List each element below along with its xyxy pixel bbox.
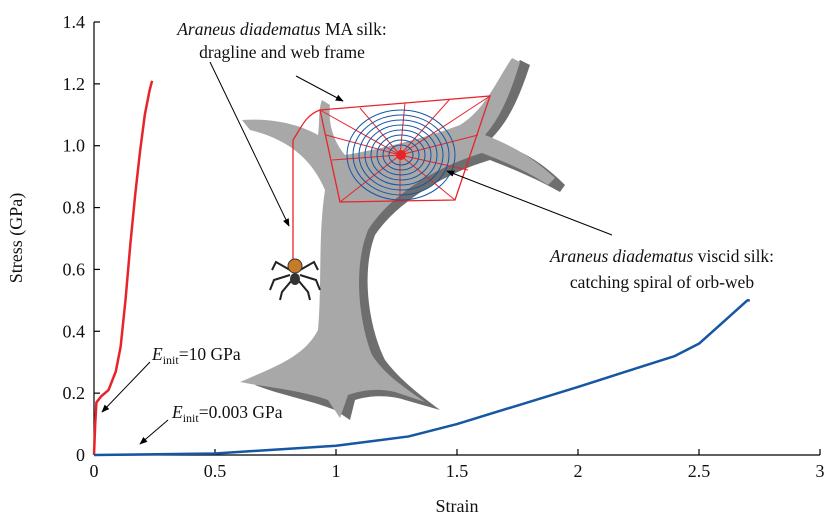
annotation-subscript: init xyxy=(183,411,200,425)
x-tick-label: 0.5 xyxy=(204,461,227,481)
spider xyxy=(270,259,320,300)
annotation-symbol: E xyxy=(151,344,163,364)
annotation-symbol: E xyxy=(171,402,183,422)
annotation: Einit=0.003 GPa xyxy=(171,402,283,425)
annotation: catching spiral of orb-web xyxy=(570,272,754,292)
x-tick-label: 1 xyxy=(332,461,341,481)
y-tick-label: 0.6 xyxy=(63,259,86,279)
y-tick-label: 0.2 xyxy=(63,383,86,403)
y-tick-label: 1.4 xyxy=(63,12,86,32)
series-line xyxy=(94,81,152,455)
arrow xyxy=(210,62,289,226)
x-tick-label: 2.5 xyxy=(688,461,711,481)
annotation-species: Araneus diadematus xyxy=(549,246,694,266)
y-tick-label: 1.0 xyxy=(63,136,86,156)
annotation: Einit=10 GPa xyxy=(151,344,241,367)
x-tick-label: 1.5 xyxy=(446,461,469,481)
y-tick-label: 0 xyxy=(76,445,85,465)
annotation-subscript: init xyxy=(163,353,180,367)
y-tick-label: 0.8 xyxy=(63,198,86,218)
x-tick-label: 3 xyxy=(816,461,825,481)
annotation-label: viscid silk: xyxy=(693,246,774,266)
annotation-label: MA silk: xyxy=(321,19,387,39)
web-hub xyxy=(396,150,406,160)
x-tick-label: 0 xyxy=(90,461,99,481)
annotation: Araneus diadematus MA silk: xyxy=(176,19,387,39)
illustration xyxy=(240,58,565,420)
x-tick-label: 2 xyxy=(574,461,583,481)
annotation-text: =0.003 GPa xyxy=(199,402,283,422)
y-axis-label: Stress (GPa) xyxy=(6,193,27,284)
arrow xyxy=(140,420,168,444)
arrow xyxy=(447,171,612,235)
x-axis-label: Strain xyxy=(436,496,479,516)
y-tick-label: 0.4 xyxy=(63,321,86,341)
annotation-species: Araneus diadematus xyxy=(176,19,321,39)
y-tick-label: 1.2 xyxy=(63,74,86,94)
arrow xyxy=(296,76,343,101)
series-line xyxy=(94,300,750,455)
annotation-text: =10 GPa xyxy=(179,344,241,364)
annotation: Araneus diadematus viscid silk: xyxy=(549,246,774,266)
chart: Araneus diadematus MA silk: dragline and… xyxy=(0,0,825,521)
annotation: dragline and web frame xyxy=(199,42,365,62)
